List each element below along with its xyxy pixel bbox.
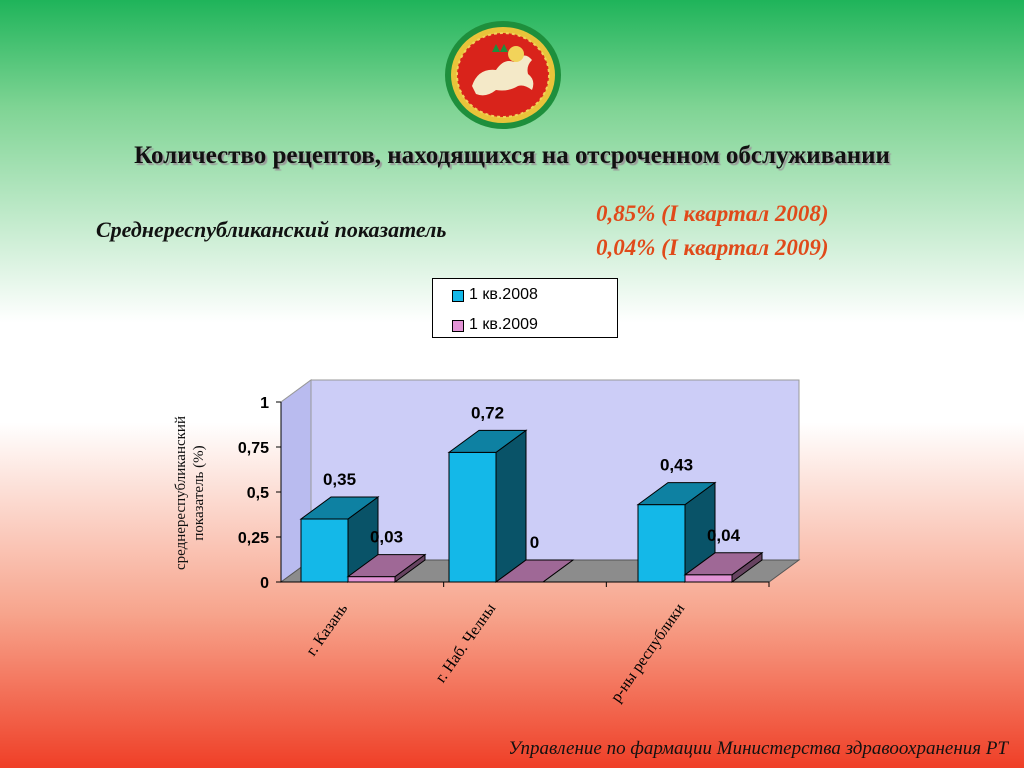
x-tick-label: г. Казань (303, 601, 351, 660)
y-tick-label: 0 (260, 575, 269, 592)
y-tick-label: 0,5 (247, 485, 269, 502)
data-label: 0,03 (370, 528, 403, 547)
bar-top (636, 482, 717, 506)
y-tick-label: 0,75 (238, 440, 269, 457)
bar-top (494, 559, 575, 583)
bar-front (300, 518, 349, 583)
x-tick-label: р-ны республики (608, 600, 689, 705)
y-tick-label: 1 (260, 395, 269, 412)
data-label: 0,35 (323, 470, 356, 489)
bar-top (447, 429, 528, 453)
legend-item-2009: 1 кв.2009 (452, 315, 538, 335)
slide-title: Количество рецептов, находящихся на отср… (134, 142, 890, 169)
data-label: 0,43 (660, 456, 693, 475)
bar-top (683, 552, 764, 576)
bar-top (299, 496, 380, 520)
data-label: 0 (530, 533, 539, 552)
bar-front (448, 451, 497, 583)
footer-text: Управление по фармации Министерства здра… (508, 738, 1008, 759)
legend-label-2009: 1 кв.2009 (469, 316, 538, 333)
data-label: 0,72 (471, 403, 504, 422)
bar-front (684, 574, 733, 583)
bar-front (347, 576, 396, 583)
bar-top (346, 554, 427, 578)
average-2008: 0,85% (I квартал 2008) (596, 201, 829, 226)
data-label: 0,04 (707, 526, 741, 545)
legend-label-2008: 1 кв.2008 (469, 286, 538, 303)
bar-front (637, 504, 686, 583)
average-label: Среднереспубликанский показатель (96, 217, 447, 242)
legend-swatch-2009 (452, 320, 464, 332)
emblem-of-tatarstan (445, 21, 561, 129)
x-tick-label: г. Наб. Челны (432, 600, 499, 686)
chart-legend: 1 кв.2008 1 кв.2009 (432, 278, 618, 338)
legend-item-2008: 1 кв.2008 (452, 285, 538, 305)
average-2009: 0,04% (I квартал 2009) (596, 235, 829, 260)
bar-side (495, 429, 527, 583)
y-tick-label: 0,25 (238, 530, 269, 547)
legend-swatch-2008 (452, 290, 464, 302)
